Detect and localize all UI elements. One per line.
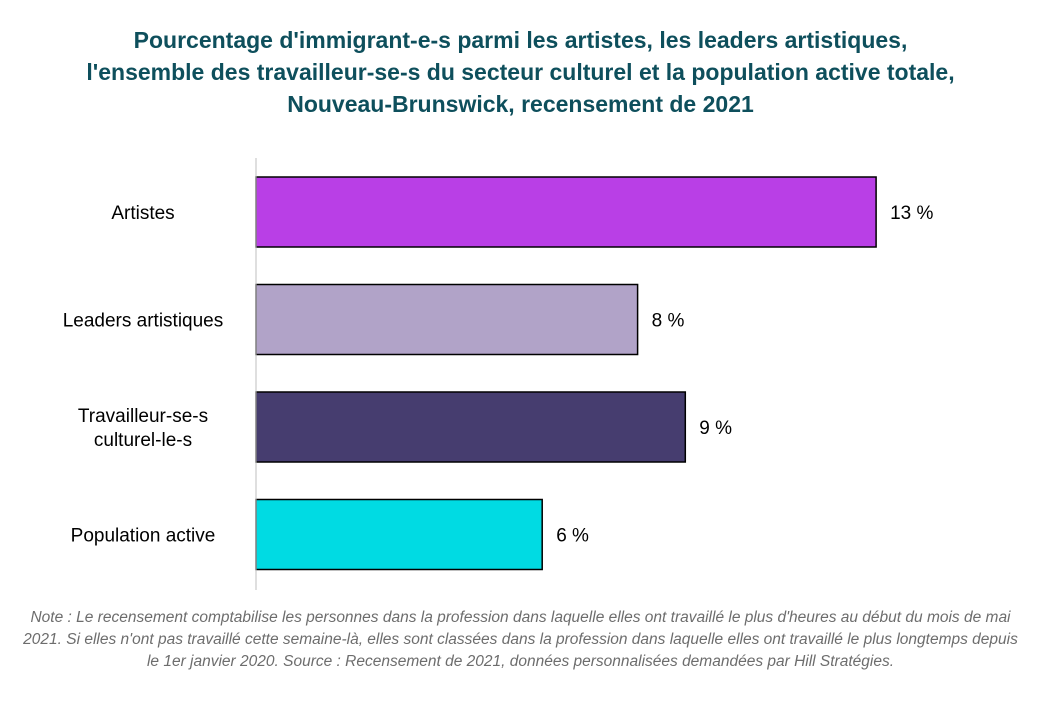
bar [255,498,543,571]
bar [255,283,639,356]
data-label: 9 % [699,418,732,439]
bar [255,176,877,248]
category-label: Population active [71,526,216,547]
category-label-line: culturel-le-s [94,430,192,451]
category-label-line: Leaders artistiques [63,311,224,332]
bar [255,391,687,463]
category-label: Travailleur-se-s culturel-le-s [78,406,208,451]
chart-note: Note : Le recensement comptabilise les p… [23,609,1018,670]
data-label: 8 % [652,311,685,332]
category-label: Leaders artistiques [63,311,224,332]
data-label: 13 % [890,203,933,224]
category-label-line: Travailleur-se-s [78,406,208,427]
data-label: 6 % [556,526,589,547]
category-label-line: Artistes [111,203,174,224]
category-label: Artistes [111,203,174,224]
chart-title: Pourcentage d'immigrant-e-s parmi les ar… [86,27,955,117]
category-label-line: Population active [71,526,216,547]
bar-chart: 13 % Artistes 8 % Leaders artistiques 9 % Tra… [63,158,934,590]
